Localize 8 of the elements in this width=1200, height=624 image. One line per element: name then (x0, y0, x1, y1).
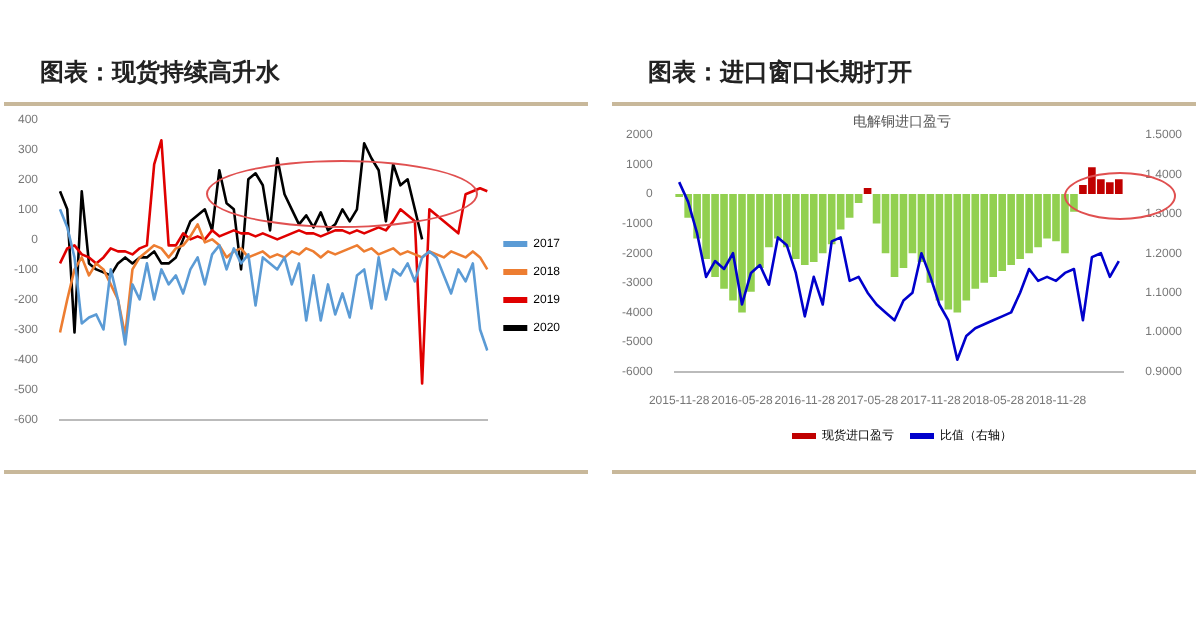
bar (863, 188, 872, 194)
bar (827, 194, 836, 245)
chart-title: 图表：进口窗口长期打开 (612, 44, 1196, 106)
bar (953, 194, 962, 313)
bar (944, 194, 953, 310)
bar (890, 194, 899, 277)
bar (935, 194, 944, 301)
chart-title: 图表：现货持续高升水 (4, 44, 588, 106)
